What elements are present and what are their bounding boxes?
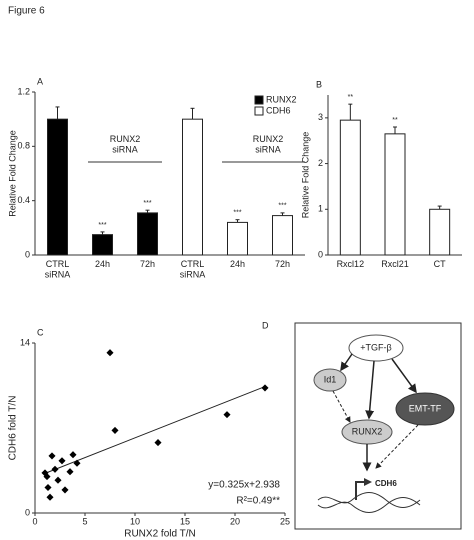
axis	[34, 92, 305, 256]
point	[106, 349, 114, 357]
bar	[92, 234, 113, 256]
panel-label: B	[316, 79, 322, 89]
panel-label: C	[37, 327, 44, 337]
point	[73, 459, 81, 467]
significance: ***	[98, 222, 106, 229]
y-tick-label: 14	[20, 337, 30, 347]
legend-swatch	[254, 95, 264, 105]
x-tick-label: 10	[130, 516, 140, 526]
promoter	[355, 481, 366, 500]
point	[48, 452, 56, 460]
node	[313, 368, 347, 392]
x-tick-label: 20	[230, 516, 240, 526]
point	[51, 465, 59, 473]
y-tick-label: 0	[25, 249, 30, 259]
y-tick-label: 2	[318, 158, 323, 168]
bar	[227, 221, 248, 256]
bar	[384, 133, 406, 256]
point	[44, 483, 52, 492]
legend-label: RUNX2	[266, 94, 297, 104]
arrow	[391, 358, 417, 394]
significance: **	[348, 94, 354, 101]
y-tick-label: 3	[318, 112, 323, 122]
x-tick-label: 72h	[275, 259, 290, 269]
x-axis-label: RUNX2 fold T/N	[124, 529, 196, 540]
significance: ***	[278, 203, 286, 210]
y-axis-label: Relative Fold Change	[300, 132, 310, 219]
x-tick-label: 72h	[140, 259, 155, 269]
point	[58, 457, 66, 465]
node-label: EMT-TF	[409, 403, 442, 413]
annotation: R²=0.49**	[236, 496, 280, 507]
arrow	[332, 390, 351, 423]
x-tick-label: 15	[180, 516, 190, 526]
x-tick-label: Rxcl12	[337, 259, 365, 269]
x-tick-label: 5	[82, 516, 87, 526]
figure-label: Figure 6	[8, 6, 45, 17]
point	[54, 476, 62, 484]
group-label: RUNX2 siRNA	[110, 134, 141, 154]
y-tick-label: 0.8	[17, 141, 30, 151]
point	[154, 439, 162, 447]
x-tick-label: 24h	[230, 259, 245, 269]
node	[348, 334, 404, 362]
y-tick-label: 0.4	[17, 195, 30, 205]
point	[46, 493, 54, 501]
x-tick-label: Rxcl21	[381, 259, 409, 269]
node-label: Id1	[324, 374, 337, 384]
x-tick-label: 0	[32, 516, 37, 526]
x-tick-label: 24h	[95, 259, 110, 269]
y-axis-label: Relative Fold Change	[7, 130, 17, 217]
x-tick-label: CTRL siRNA	[45, 259, 71, 279]
dna	[317, 497, 421, 513]
point	[43, 473, 51, 481]
trendline	[44, 386, 266, 474]
bar	[272, 215, 293, 256]
arrow	[340, 353, 353, 372]
panel-label: D	[262, 320, 269, 330]
dna	[317, 492, 421, 508]
gene-label: CDH6	[375, 479, 397, 488]
significance: **	[392, 117, 398, 124]
diagram: D +TGF-β Id1 EMT-TF RUNX2 CDH6	[262, 320, 462, 530]
point	[66, 468, 74, 476]
y-axis-label: CDH6 fold T/N	[8, 396, 19, 461]
point	[223, 411, 231, 419]
bar	[339, 119, 361, 256]
y-tick-label: 1	[318, 204, 323, 214]
arrow	[365, 360, 375, 420]
legend-swatch	[254, 106, 264, 116]
node-label: +TGF-β	[360, 342, 391, 352]
point	[61, 486, 69, 494]
bar	[47, 118, 68, 256]
y-tick-label: 0	[318, 249, 323, 259]
bar	[137, 212, 158, 256]
x-tick-label: CT	[434, 259, 446, 269]
legend-label: CDH6	[266, 105, 291, 115]
promoter-arrow	[364, 478, 372, 486]
node	[395, 392, 455, 426]
x-tick-label: 25	[280, 516, 290, 526]
x-tick-label: CTRL siRNA	[180, 259, 206, 279]
arrow	[375, 424, 419, 469]
significance: ***	[233, 210, 241, 217]
bar	[429, 208, 451, 256]
significance: ***	[143, 200, 151, 207]
y-tick-label: 0	[25, 507, 30, 517]
y-tick-label: 1.2	[17, 86, 30, 96]
panel-label: A	[37, 76, 43, 86]
point	[69, 451, 77, 459]
point	[261, 384, 269, 392]
node-label: RUNX2	[352, 426, 383, 436]
point	[111, 426, 119, 434]
annotation: y=0.325x+2.938	[208, 480, 280, 491]
bar	[182, 118, 203, 256]
group-label: RUNX2 siRNA	[253, 134, 284, 154]
